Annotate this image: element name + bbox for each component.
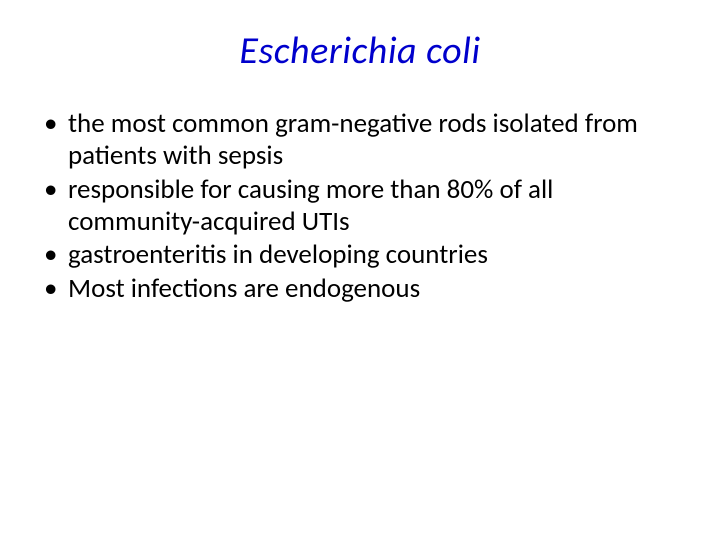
slide-title: Escherichia coli (36, 28, 684, 74)
list-item: responsible for causing more than 80% of… (40, 174, 684, 238)
list-item: the most common gram-negative rods isola… (40, 108, 684, 172)
slide: Escherichia coli the most common gram-ne… (0, 0, 720, 540)
list-item: gastroenteritis in developing countries (40, 239, 684, 271)
list-item: Most infections are endogenous (40, 273, 684, 305)
bullet-list: the most common gram-negative rods isola… (36, 108, 684, 305)
